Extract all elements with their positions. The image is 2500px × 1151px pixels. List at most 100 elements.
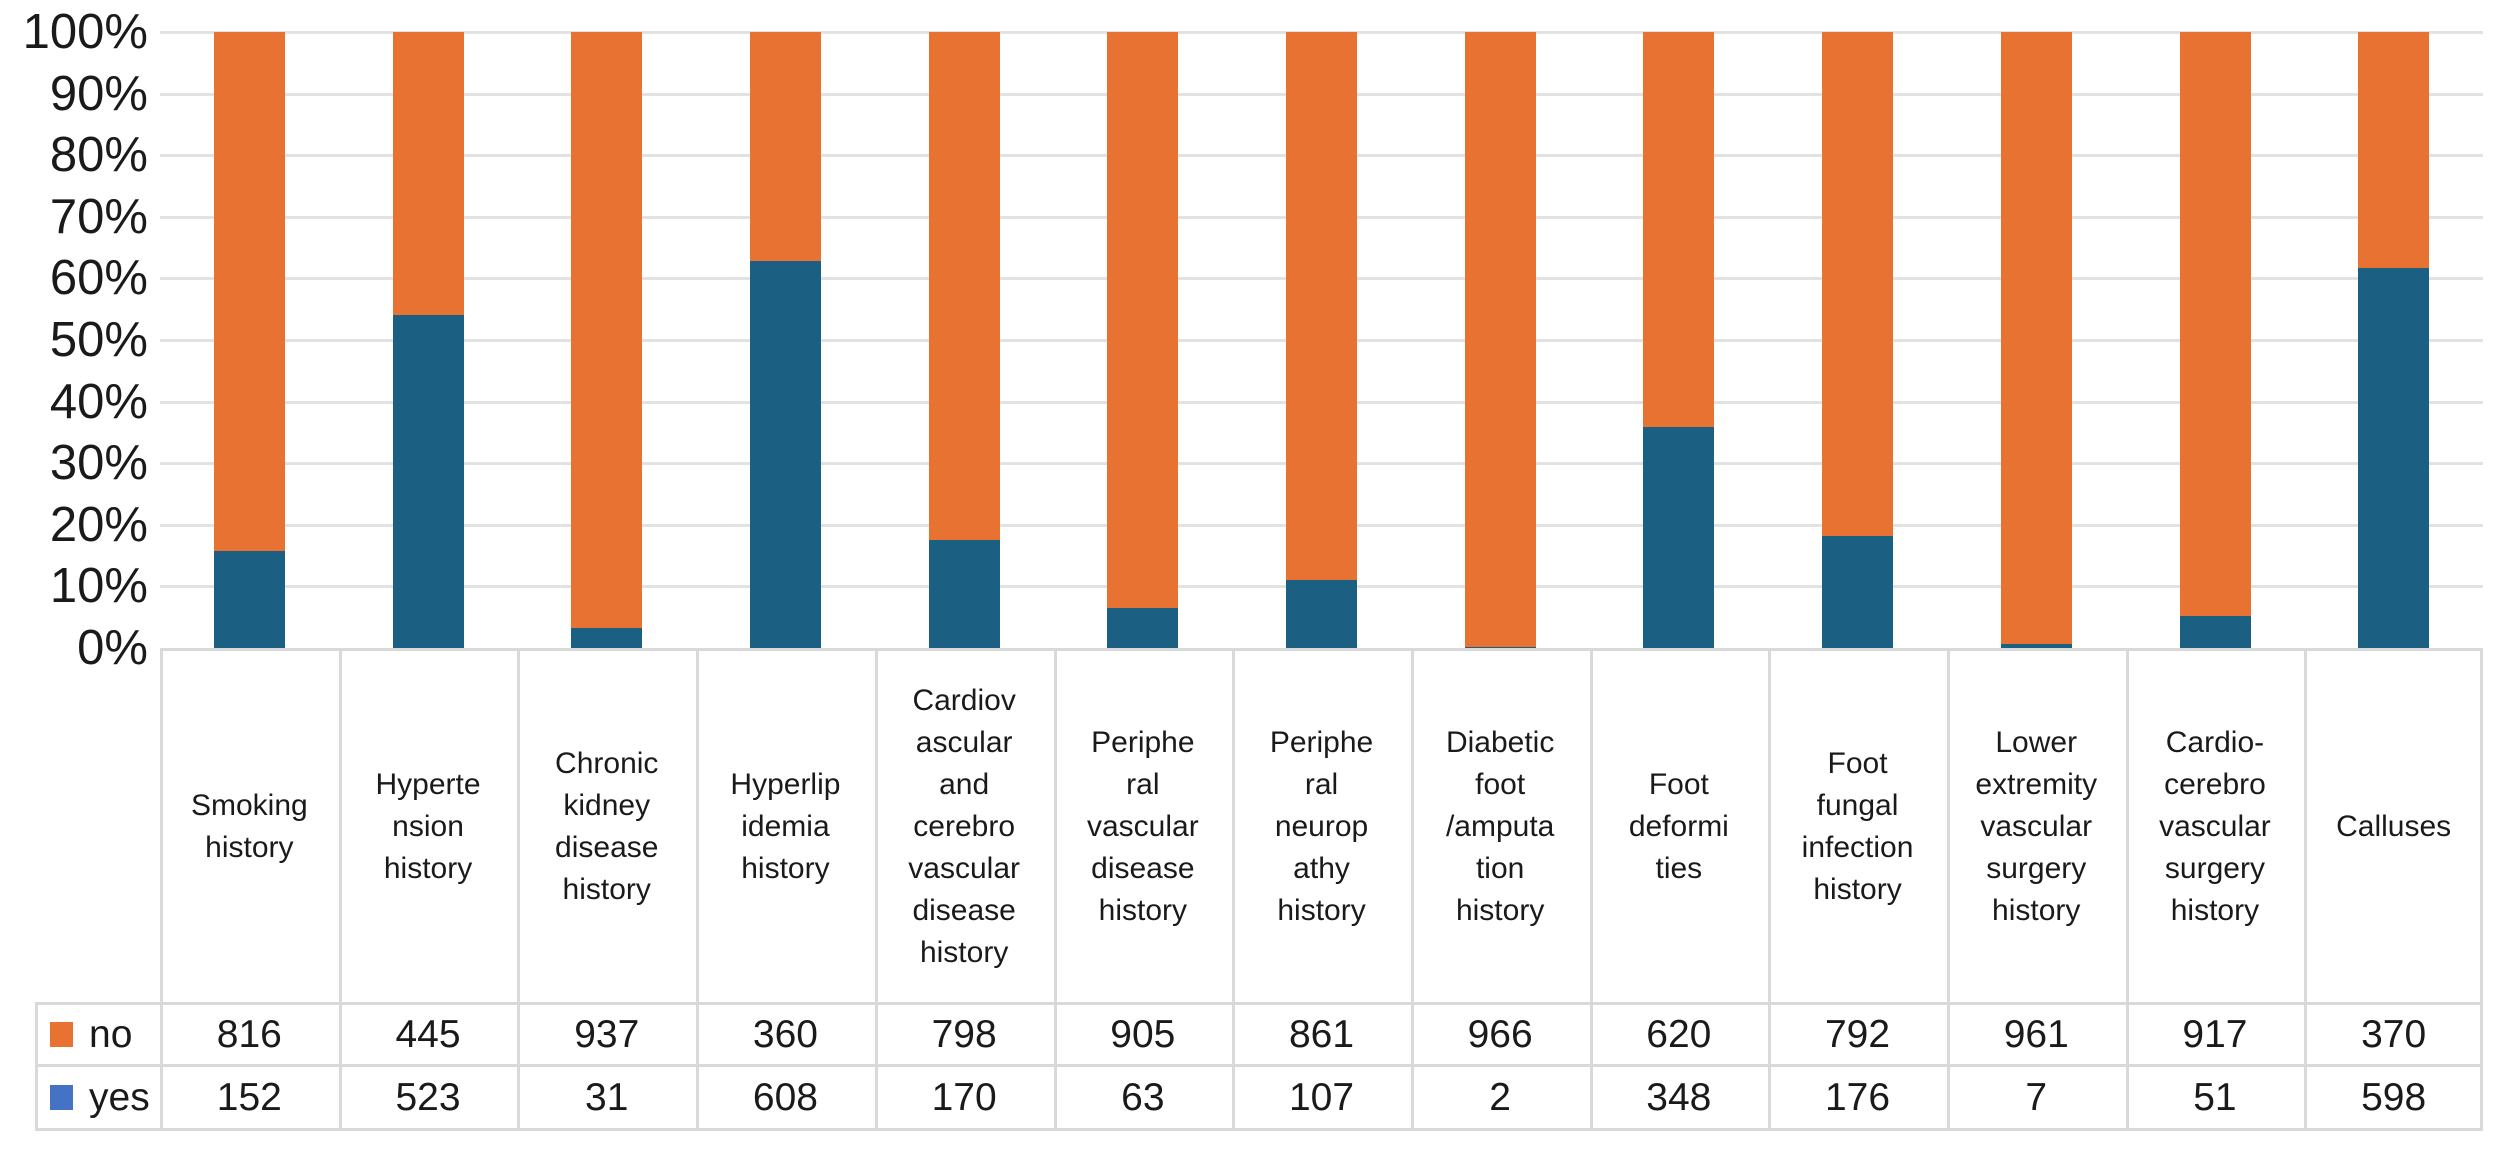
bar-column	[2358, 32, 2430, 648]
bar-segment-yes	[213, 551, 285, 648]
category-label-line: history	[741, 851, 830, 885]
category-label-line: Calluses	[2336, 809, 2452, 843]
plot-area	[160, 31, 2483, 648]
bar-segment-yes	[1107, 607, 1179, 648]
y-axis-tick: 20%	[49, 497, 148, 552]
table-col-border	[1410, 1002, 1414, 1131]
category-label-line: neurop	[1274, 809, 1369, 843]
category-label-line: ties	[1655, 851, 1703, 885]
bar-column	[392, 32, 464, 648]
category-label-line: cerebro	[913, 809, 1015, 843]
table-cell: 917	[2182, 1012, 2248, 1056]
category-cell-border	[1053, 648, 1057, 1002]
y-axis-tick: 60%	[49, 251, 148, 306]
category-label-line: Diabetic	[1445, 725, 1555, 759]
bar-segment-no	[749, 32, 821, 262]
category-label: Smoking history	[163, 651, 336, 1002]
bar-column	[1822, 32, 1894, 648]
table-bottom-border	[35, 1128, 2483, 1131]
category-label: Foot fungal infection history	[1771, 651, 1944, 1002]
bar-segment-yes	[1643, 426, 1715, 648]
table-cell: 523	[395, 1075, 461, 1119]
table-col-border	[874, 1002, 878, 1131]
table-cell: 966	[1467, 1012, 1533, 1056]
category-label: Cardio-cerebro vascular surgery history	[2129, 651, 2302, 1002]
category-cell-border	[2480, 648, 2483, 1002]
legend-swatch-no	[50, 1022, 73, 1047]
legend-swatch-yes	[50, 1085, 73, 1110]
bar-segment-no	[1464, 32, 1536, 647]
table-row-border	[35, 1064, 2483, 1067]
bar-segment-no	[1286, 32, 1357, 580]
y-axis-tick: 10%	[49, 559, 148, 614]
category-label-line: vascular	[1086, 809, 1199, 843]
bar-segment-yes	[1286, 579, 1357, 648]
category-label-line: surgery	[1986, 851, 2087, 885]
category-label-line: idemia	[741, 809, 830, 843]
bar-segment-yes	[392, 315, 464, 648]
table-cell: 816	[216, 1012, 282, 1056]
table-cell: 792	[1824, 1012, 1891, 1056]
category-label-line: Smoking	[190, 788, 308, 822]
category-axis: Smoking history Hyperte nsion history Chronic…	[160, 648, 2483, 1002]
category-label-line: Periphe	[1269, 725, 1374, 759]
legend-label-text: no	[89, 1012, 133, 1056]
category-label-line: history	[562, 872, 651, 906]
category-label-line: history	[919, 935, 1009, 969]
table-cell: 7	[2025, 1075, 2048, 1119]
table-cell: 608	[752, 1075, 818, 1119]
category-cell-border	[1410, 648, 1414, 1002]
category-label-line: history	[383, 851, 473, 885]
category-label-line: infection	[1801, 830, 1914, 864]
category-label: Hyperlip idemia history	[699, 651, 872, 1002]
table-cell: 107	[1288, 1075, 1355, 1119]
category-label-line: Periphe	[1091, 725, 1195, 759]
table-col-border	[2304, 1002, 2308, 1131]
y-axis-tick: 90%	[49, 66, 148, 121]
table-cell: 176	[1824, 1075, 1891, 1119]
category-label: Diabetic foot/amputa tion history	[1414, 651, 1587, 1002]
category-label-line: history	[1277, 893, 1366, 927]
bar-segment-no	[1107, 32, 1179, 608]
legend-row-label-yes: yes	[38, 1067, 157, 1128]
category-cell-border	[1768, 648, 1772, 1002]
bar-segment-no	[1643, 32, 1715, 427]
table-cell: 445	[395, 1012, 461, 1056]
table-cell: 152	[216, 1075, 282, 1119]
category-label: Chronic kidney disease history	[520, 651, 693, 1002]
data-table: no 816 445 937 360 798 905 861 966 620 792 961 917 37…	[35, 1002, 2483, 1131]
category-label-line: ascular	[915, 725, 1013, 759]
bar-column	[1643, 32, 1715, 648]
bar-column	[2000, 32, 2072, 648]
category-label-line: tion	[1475, 851, 1525, 885]
category-label: Hyperte nsion history	[342, 651, 515, 1002]
category-label: Periphe ral neurop athy history	[1235, 651, 1408, 1002]
y-axis-tick: 80%	[49, 128, 148, 183]
table-cell: 905	[1110, 1012, 1176, 1056]
category-label-line: history	[1098, 893, 1188, 927]
table-col-border	[1053, 1002, 1057, 1131]
category-label-line: Lower	[1995, 725, 2078, 759]
table-cell: 370	[2361, 1012, 2427, 1056]
table-col-border	[2125, 1002, 2129, 1131]
bar-column	[2179, 32, 2251, 648]
category-label-line: Hyperlip	[730, 767, 841, 801]
table-cell: 63	[1121, 1075, 1165, 1119]
bar-column	[1464, 32, 1536, 648]
y-axis-tick: 40%	[49, 374, 148, 429]
bar-segment-yes	[1822, 536, 1894, 648]
table-cell: 360	[752, 1012, 818, 1056]
table-col-border	[517, 1002, 521, 1131]
y-axis-tick: 0%	[77, 621, 148, 675]
category-label-line: history	[1455, 893, 1545, 927]
table-cell: 598	[2361, 1075, 2427, 1119]
bar-segment-no	[2000, 32, 2072, 644]
table-cell: 620	[1646, 1012, 1712, 1056]
bar-segment-yes	[571, 628, 643, 648]
bar-segment-no	[1822, 32, 1894, 536]
bar-segment-no	[2179, 32, 2251, 616]
category-cell-border	[1232, 648, 1236, 1002]
category-label-line: fungal	[1816, 788, 1899, 822]
table-cell: 348	[1646, 1075, 1712, 1119]
